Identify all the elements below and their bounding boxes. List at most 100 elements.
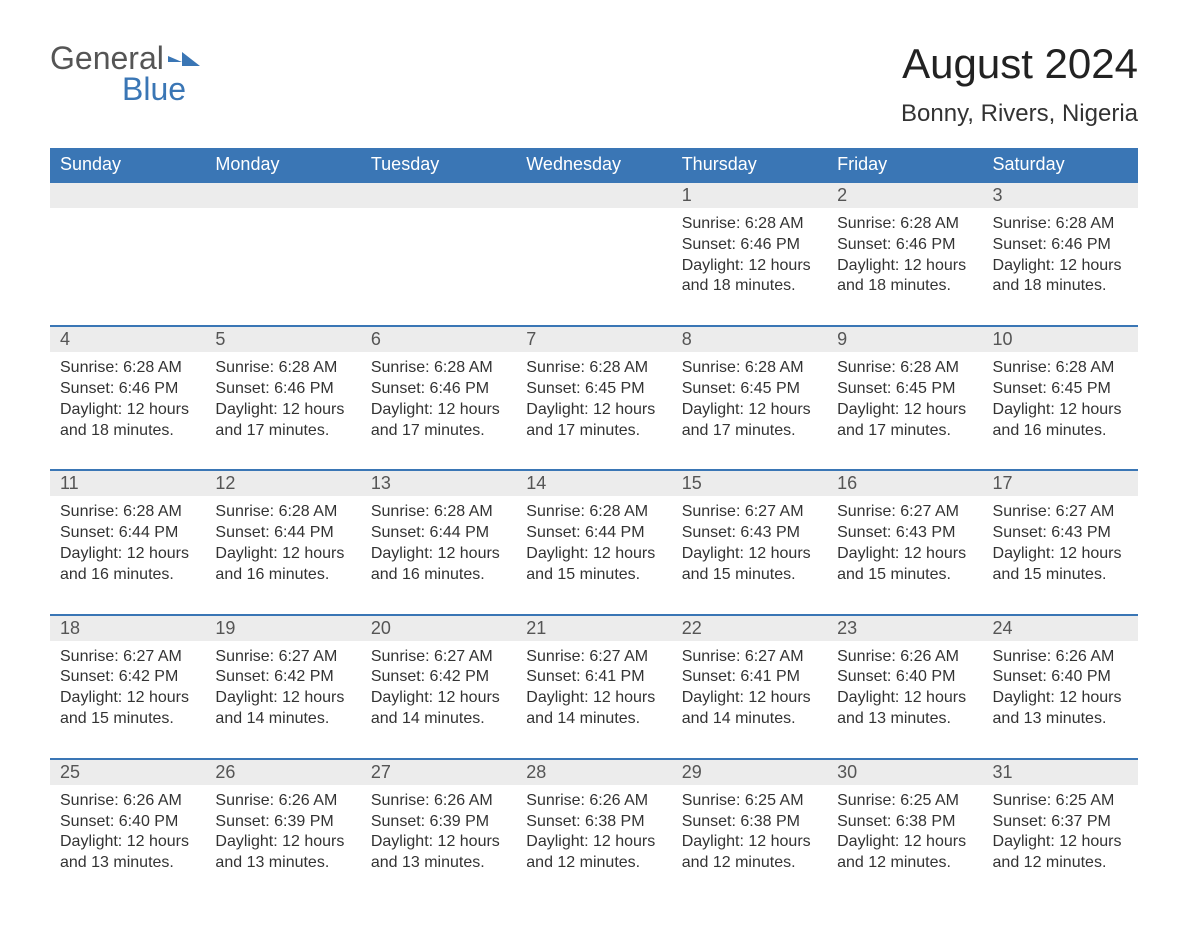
daylight-text: Daylight: 12 hours and 16 minutes. [60,544,195,586]
sunrise-text: Sunrise: 6:28 AM [682,214,817,235]
day-info-cell [361,208,516,326]
day-number-cell: 12 [205,470,360,496]
sunset-text: Sunset: 6:40 PM [993,667,1128,688]
day-info-cell: Sunrise: 6:28 AMSunset: 6:44 PMDaylight:… [361,496,516,614]
day-number-cell: 7 [516,326,671,352]
sunrise-text: Sunrise: 6:26 AM [215,791,350,812]
day-number-cell: 19 [205,615,360,641]
day-info-cell: Sunrise: 6:27 AMSunset: 6:42 PMDaylight:… [50,641,205,759]
sunrise-text: Sunrise: 6:28 AM [215,502,350,523]
sunrise-text: Sunrise: 6:25 AM [837,791,972,812]
sunrise-text: Sunrise: 6:27 AM [682,647,817,668]
sunset-text: Sunset: 6:42 PM [60,667,195,688]
day-info-cell: Sunrise: 6:28 AMSunset: 6:44 PMDaylight:… [50,496,205,614]
day-number-cell [50,182,205,208]
logo-text-blue: Blue [122,71,186,108]
sunrise-text: Sunrise: 6:26 AM [526,791,661,812]
sunset-text: Sunset: 6:44 PM [526,523,661,544]
sunrise-text: Sunrise: 6:26 AM [837,647,972,668]
daylight-text: Daylight: 12 hours and 14 minutes. [526,688,661,730]
day-number-cell: 18 [50,615,205,641]
header: General Blue August 2024 Bonny, Rivers, … [50,40,1138,128]
sunrise-text: Sunrise: 6:25 AM [682,791,817,812]
sunrise-text: Sunrise: 6:27 AM [682,502,817,523]
day-number-cell: 2 [827,182,982,208]
sunset-text: Sunset: 6:45 PM [526,379,661,400]
sunrise-text: Sunrise: 6:28 AM [215,358,350,379]
sunset-text: Sunset: 6:38 PM [526,812,661,833]
day-info-cell: Sunrise: 6:28 AMSunset: 6:45 PMDaylight:… [983,352,1138,470]
daylight-text: Daylight: 12 hours and 18 minutes. [993,256,1128,298]
day-info-cell: Sunrise: 6:25 AMSunset: 6:37 PMDaylight:… [983,785,1138,902]
day-number-cell: 9 [827,326,982,352]
day-info-cell: Sunrise: 6:27 AMSunset: 6:42 PMDaylight:… [361,641,516,759]
sunset-text: Sunset: 6:37 PM [993,812,1128,833]
day-number-cell: 13 [361,470,516,496]
sunrise-text: Sunrise: 6:28 AM [993,358,1128,379]
sunset-text: Sunset: 6:46 PM [60,379,195,400]
daylight-text: Daylight: 12 hours and 17 minutes. [682,400,817,442]
sunrise-text: Sunrise: 6:28 AM [60,358,195,379]
day-number-row: 18192021222324 [50,615,1138,641]
daylight-text: Daylight: 12 hours and 17 minutes. [371,400,506,442]
day-info-cell: Sunrise: 6:28 AMSunset: 6:46 PMDaylight:… [205,352,360,470]
sunrise-text: Sunrise: 6:25 AM [993,791,1128,812]
day-info-cell: Sunrise: 6:26 AMSunset: 6:40 PMDaylight:… [983,641,1138,759]
sunset-text: Sunset: 6:40 PM [837,667,972,688]
day-info-cell: Sunrise: 6:27 AMSunset: 6:43 PMDaylight:… [983,496,1138,614]
daylight-text: Daylight: 12 hours and 18 minutes. [837,256,972,298]
sunset-text: Sunset: 6:44 PM [60,523,195,544]
day-info-row: Sunrise: 6:26 AMSunset: 6:40 PMDaylight:… [50,785,1138,902]
sunset-text: Sunset: 6:42 PM [371,667,506,688]
logo: General Blue [50,40,200,108]
sunrise-text: Sunrise: 6:28 AM [526,358,661,379]
day-number-cell: 29 [672,759,827,785]
day-info-cell: Sunrise: 6:27 AMSunset: 6:41 PMDaylight:… [516,641,671,759]
day-info-cell: Sunrise: 6:28 AMSunset: 6:46 PMDaylight:… [50,352,205,470]
day-info-cell: Sunrise: 6:28 AMSunset: 6:45 PMDaylight:… [672,352,827,470]
day-info-row: Sunrise: 6:28 AMSunset: 6:46 PMDaylight:… [50,352,1138,470]
day-number-cell [516,182,671,208]
day-number-row: 123 [50,182,1138,208]
day-number-cell: 14 [516,470,671,496]
daylight-text: Daylight: 12 hours and 15 minutes. [993,544,1128,586]
calendar-header-row: SundayMondayTuesdayWednesdayThursdayFrid… [50,148,1138,182]
sunset-text: Sunset: 6:38 PM [837,812,972,833]
sunset-text: Sunset: 6:45 PM [682,379,817,400]
daylight-text: Daylight: 12 hours and 14 minutes. [371,688,506,730]
month-title: August 2024 [901,40,1138,88]
day-number-cell: 31 [983,759,1138,785]
day-info-cell: Sunrise: 6:28 AMSunset: 6:46 PMDaylight:… [672,208,827,326]
day-info-row: Sunrise: 6:28 AMSunset: 6:46 PMDaylight:… [50,208,1138,326]
sunrise-text: Sunrise: 6:28 AM [682,358,817,379]
day-info-cell: Sunrise: 6:26 AMSunset: 6:38 PMDaylight:… [516,785,671,902]
calendar-table: SundayMondayTuesdayWednesdayThursdayFrid… [50,148,1138,902]
daylight-text: Daylight: 12 hours and 15 minutes. [682,544,817,586]
day-info-cell: Sunrise: 6:26 AMSunset: 6:40 PMDaylight:… [827,641,982,759]
daylight-text: Daylight: 12 hours and 18 minutes. [682,256,817,298]
daylight-text: Daylight: 12 hours and 17 minutes. [837,400,972,442]
sunset-text: Sunset: 6:46 PM [215,379,350,400]
day-info-cell [50,208,205,326]
day-info-cell: Sunrise: 6:27 AMSunset: 6:42 PMDaylight:… [205,641,360,759]
day-number-cell: 30 [827,759,982,785]
daylight-text: Daylight: 12 hours and 17 minutes. [215,400,350,442]
sunset-text: Sunset: 6:41 PM [526,667,661,688]
sunrise-text: Sunrise: 6:28 AM [526,502,661,523]
day-info-cell: Sunrise: 6:28 AMSunset: 6:46 PMDaylight:… [983,208,1138,326]
day-info-cell [516,208,671,326]
day-number-cell: 11 [50,470,205,496]
sunset-text: Sunset: 6:43 PM [993,523,1128,544]
sunrise-text: Sunrise: 6:27 AM [993,502,1128,523]
weekday-header: Tuesday [361,148,516,182]
sunrise-text: Sunrise: 6:27 AM [371,647,506,668]
day-info-cell: Sunrise: 6:26 AMSunset: 6:39 PMDaylight:… [361,785,516,902]
weekday-header: Sunday [50,148,205,182]
logo-triangle-icon-2 [182,52,200,66]
day-number-cell: 5 [205,326,360,352]
sunset-text: Sunset: 6:39 PM [215,812,350,833]
day-info-row: Sunrise: 6:28 AMSunset: 6:44 PMDaylight:… [50,496,1138,614]
sunset-text: Sunset: 6:39 PM [371,812,506,833]
day-number-cell: 28 [516,759,671,785]
daylight-text: Daylight: 12 hours and 15 minutes. [60,688,195,730]
